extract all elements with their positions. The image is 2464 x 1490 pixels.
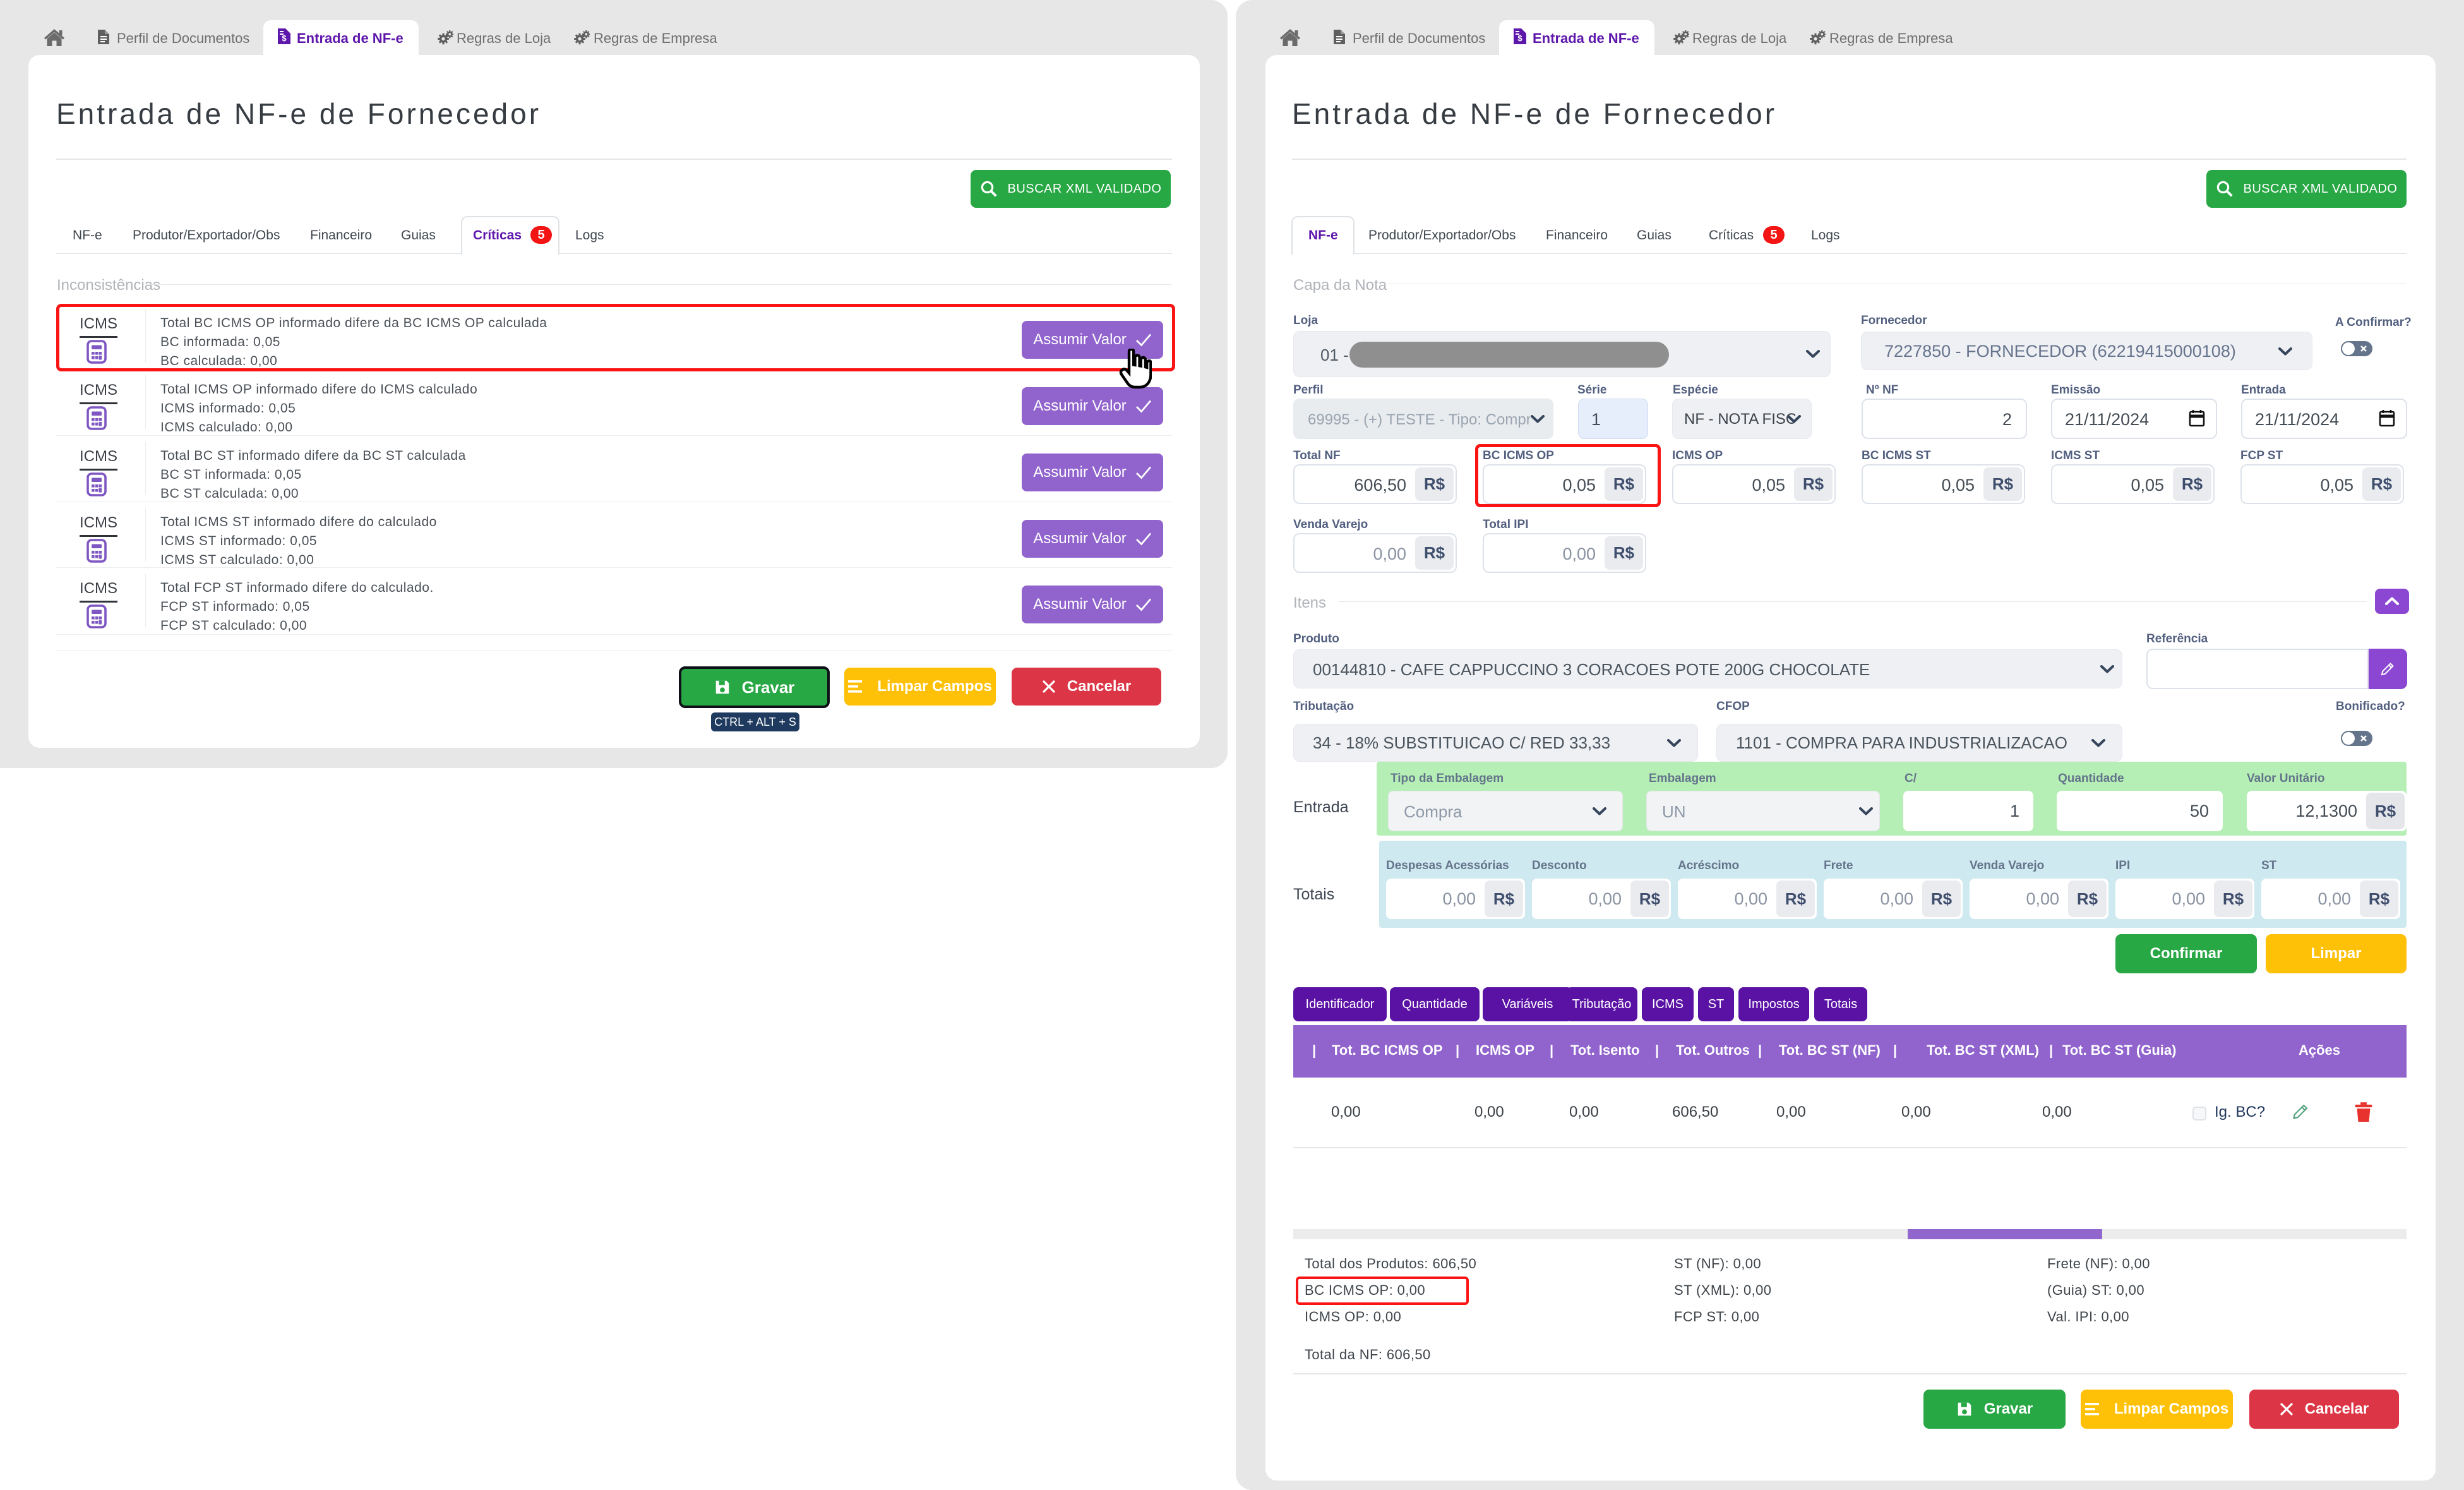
svg-text:$: $ <box>1517 33 1522 43</box>
svg-text:$: $ <box>282 33 287 43</box>
